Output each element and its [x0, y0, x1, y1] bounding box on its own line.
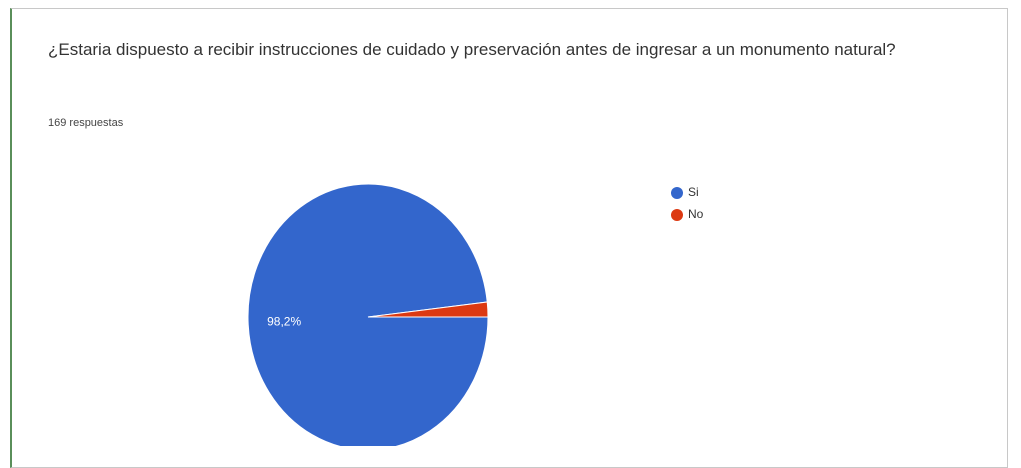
legend-label: No — [688, 207, 704, 221]
chart-subtitle: 169 respuestas — [48, 117, 124, 129]
legend-swatch — [671, 187, 683, 199]
legend-label: Si — [688, 185, 699, 199]
chart-title: ¿Estaria dispuesto a recibir instruccion… — [48, 40, 896, 59]
page: ¿Estaria dispuesto a recibir instruccion… — [10, 8, 1008, 468]
pie-slice — [367, 301, 489, 318]
pie-slice — [247, 183, 489, 446]
chart: 98,2% Si No — [247, 183, 704, 446]
data-label: 98,2% — [267, 314, 301, 328]
legend-swatch — [671, 209, 683, 221]
